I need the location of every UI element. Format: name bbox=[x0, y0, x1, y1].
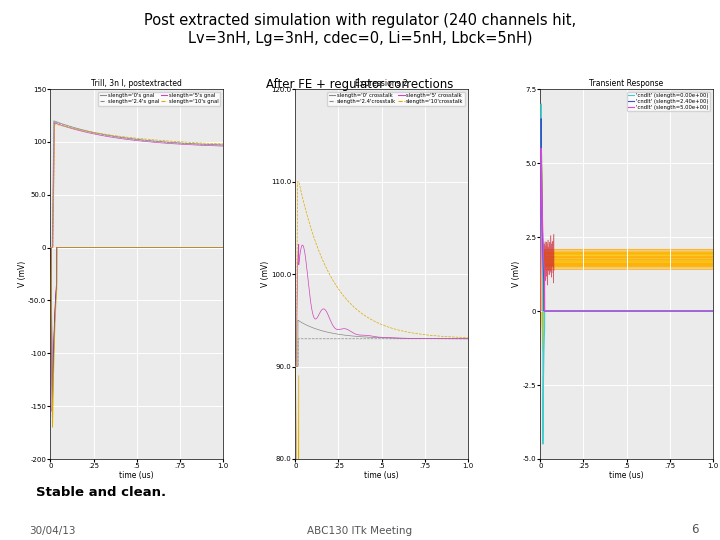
Text: 6: 6 bbox=[691, 523, 698, 536]
Text: Post extracted simulation with regulator (240 channels hit,
Lv=3nH, Lg=3nH, cdec: Post extracted simulation with regulator… bbox=[144, 14, 576, 46]
Title: Transient Response: Transient Response bbox=[590, 79, 664, 89]
X-axis label: time (us): time (us) bbox=[364, 470, 399, 480]
Text: Stable and clean.: Stable and clean. bbox=[36, 487, 166, 500]
Text: ABC130 ITk Meeting: ABC130 ITk Meeting bbox=[307, 525, 413, 536]
X-axis label: time (us): time (us) bbox=[120, 470, 154, 480]
Title: Trill, 3n l, postextracted: Trill, 3n l, postextracted bbox=[91, 79, 182, 89]
Text: 30/04/13: 30/04/13 bbox=[29, 525, 76, 536]
Y-axis label: V (mV): V (mV) bbox=[18, 261, 27, 287]
Title: Expressions 2: Expressions 2 bbox=[355, 79, 408, 89]
Legend: slength='0's gnal, slength='2.4's gnal, slength='5's gnal, slength='10's gnal: slength='0's gnal, slength='2.4's gnal, … bbox=[98, 92, 220, 106]
X-axis label: time (us): time (us) bbox=[609, 470, 644, 480]
Text: After FE + regulator corrections: After FE + regulator corrections bbox=[266, 78, 454, 91]
Y-axis label: V (mV): V (mV) bbox=[512, 261, 521, 287]
Legend: slength='0' crosstalk, slength='2.4'crosstalk, slength='5' crosstalk, slength='1: slength='0' crosstalk, slength='2.4'cros… bbox=[328, 92, 465, 106]
Legend: 'cndlt' (slength=0.00e+00), 'cndlt' (slength=2.40e+00), 'cndlt' (slength=5.00e+0: 'cndlt' (slength=0.00e+00), 'cndlt' (sle… bbox=[626, 92, 710, 111]
Y-axis label: V (mV): V (mV) bbox=[261, 261, 269, 287]
